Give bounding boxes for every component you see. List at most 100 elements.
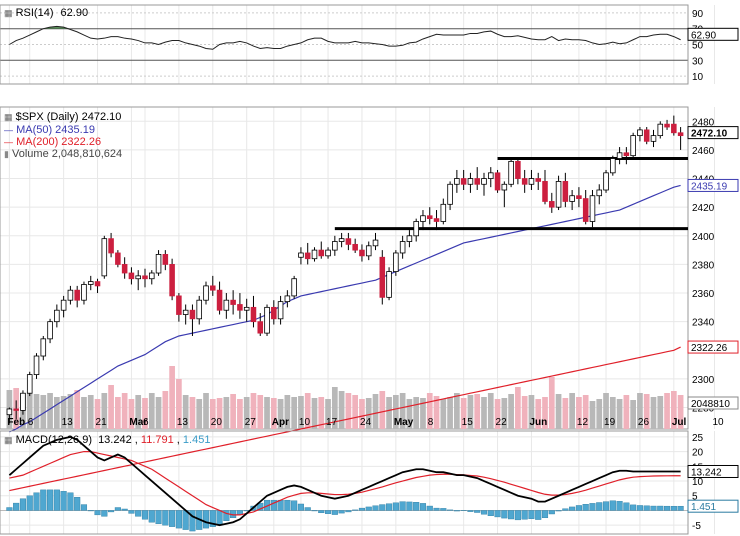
macd-hist-bar (670, 505, 677, 511)
candle-body (501, 183, 508, 191)
candle-body (257, 321, 264, 334)
macd-panel: ▦ MACD(12,26,9) 13.242 , 11.791 , 1.451 (0, 430, 689, 535)
volume-bar (223, 397, 230, 429)
macd-hist-tag-box (687, 499, 739, 513)
candle-body (162, 254, 169, 265)
macd-hist-bar (311, 510, 318, 512)
candle-body (20, 392, 26, 411)
macd-hist-bar (13, 502, 20, 511)
macd-label: MACD(12,26,9) (16, 434, 92, 446)
volume-bar (562, 398, 569, 429)
volume-bar (196, 399, 203, 429)
macd-hist-bar (419, 503, 427, 511)
price-body (6, 115, 688, 492)
volume-bar (643, 394, 650, 429)
rsi-value: 62.90 (61, 7, 89, 19)
volume-bar (176, 379, 182, 429)
candle-body (379, 256, 386, 298)
macd-hist-bar (630, 504, 637, 511)
candle-body (101, 238, 108, 277)
ma200-label: MA(200) 2322.26 (16, 136, 101, 148)
y-axes: 9070503010248024602440242024002380236023… (692, 9, 715, 532)
macd-hist-bar (650, 505, 657, 511)
macd-hist-bar (331, 510, 338, 515)
candle-body (60, 299, 67, 311)
volume-bar (94, 399, 101, 429)
volume-bar (670, 391, 677, 429)
date-tick-label: 10 (299, 417, 311, 428)
macd-signal-value: 11.791 (141, 434, 174, 446)
volume-bar (386, 397, 392, 429)
volume-bar (399, 393, 406, 429)
candle-body (643, 129, 650, 142)
candle-body (277, 301, 284, 320)
candle-body (386, 271, 392, 298)
volume-bar (474, 394, 481, 429)
volume-bar (508, 394, 514, 429)
macd-hist-bar (297, 503, 304, 511)
macd-icon: ▦ (4, 435, 13, 445)
macd-hist-bar (352, 509, 359, 511)
candle-body (494, 172, 501, 191)
volume-bar (135, 395, 142, 429)
macd-hist-bar (664, 505, 671, 511)
volume-bar (576, 397, 582, 429)
macd-hist-bar (602, 501, 610, 511)
ma50-label: MA(50) 2435.19 (16, 124, 95, 136)
macd-hist-bar (202, 510, 210, 529)
volume-bar (406, 399, 413, 429)
macd-hist-bar (453, 510, 460, 512)
macd-hist-bar (257, 502, 264, 511)
volume-bar (616, 399, 623, 429)
volume-bar (365, 398, 372, 429)
macd-hist-bar (108, 510, 115, 513)
candle-body (121, 264, 128, 274)
volume-bar (352, 395, 359, 429)
candle-body (142, 275, 148, 280)
ma50-tag: 2435.19 (691, 181, 728, 192)
macd-hist-bar (148, 510, 155, 523)
date-tick-label: May (394, 417, 414, 428)
volume-bar (677, 395, 684, 429)
macd-hist-bar (270, 499, 277, 511)
candle-body (481, 178, 487, 185)
volume-bar (250, 393, 257, 429)
volume-bar (237, 399, 243, 429)
volume-bar (162, 391, 169, 429)
macd-hist-bar (33, 492, 40, 511)
candle-body (345, 238, 352, 245)
macd-tick-label: -5 (692, 521, 701, 532)
macd-hist-bar (101, 510, 108, 517)
macd-hist-bar (67, 492, 74, 511)
candle-body (562, 181, 569, 202)
price-panel: ▦ $SPX (Daily) 2472.10 — MA(50) 2435.19 … (0, 106, 689, 492)
candle-body (372, 239, 379, 247)
candle-body (115, 252, 121, 265)
volume-bar (81, 397, 87, 429)
candle-body (603, 172, 609, 191)
volume-bar (609, 397, 616, 429)
candle-body (596, 189, 603, 197)
candle-body (304, 252, 311, 260)
candle-body (447, 183, 453, 205)
macd-hist-bar (372, 505, 379, 511)
macd-hist-bar (528, 510, 535, 519)
candle-body (169, 264, 175, 297)
macd-hist-bar (209, 510, 216, 527)
candle-body (338, 238, 345, 242)
price-tick-label: 2340 (692, 318, 715, 329)
volume-bar (548, 377, 555, 429)
volume-bar (467, 395, 474, 429)
volume-legend-icon: ▮ (4, 149, 9, 159)
volume-bar (345, 393, 352, 429)
date-tick-label: 13 (177, 417, 189, 428)
candle-body (406, 235, 413, 242)
volume-bar (650, 397, 657, 429)
macd-hist-bar (379, 504, 386, 511)
macd-hist-value: 1.451 (183, 434, 211, 446)
macd-tag-box (687, 464, 739, 478)
volume-bar (47, 393, 53, 429)
macd-hist-bar (433, 507, 440, 511)
macd-hist-tag: 1.451 (691, 502, 716, 513)
